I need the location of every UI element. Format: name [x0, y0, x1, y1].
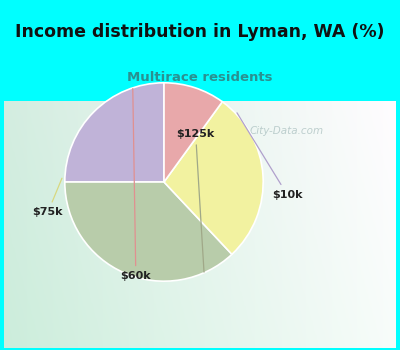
Wedge shape [65, 182, 232, 281]
Text: $10k: $10k [237, 113, 302, 200]
Text: $60k: $60k [120, 89, 151, 281]
Text: $75k: $75k [32, 178, 63, 217]
Wedge shape [164, 102, 263, 254]
Wedge shape [164, 83, 222, 182]
Text: Multirace residents: Multirace residents [127, 71, 273, 84]
Text: Income distribution in Lyman, WA (%): Income distribution in Lyman, WA (%) [15, 23, 385, 41]
Text: $125k: $125k [176, 130, 215, 272]
Wedge shape [65, 83, 164, 182]
Text: City-Data.com: City-Data.com [249, 126, 323, 136]
